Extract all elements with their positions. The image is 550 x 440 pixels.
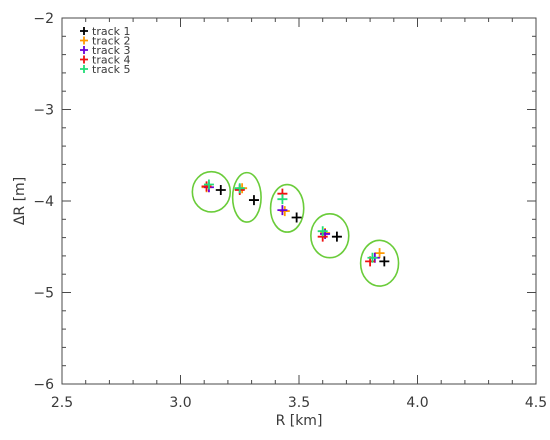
data-point-marker bbox=[215, 185, 226, 196]
data-point-marker bbox=[279, 206, 290, 217]
legend-marker bbox=[80, 55, 88, 64]
x-axis-label: R [km] bbox=[276, 413, 323, 429]
y-axis-label: ΔR [m] bbox=[12, 177, 28, 225]
data-point-marker bbox=[201, 181, 212, 192]
data-point-marker bbox=[317, 226, 328, 237]
data-point-marker bbox=[234, 183, 245, 194]
uncertainty-ellipse bbox=[269, 183, 305, 233]
legend-marker bbox=[80, 65, 88, 73]
uncertainty-ellipse bbox=[191, 170, 232, 213]
uncertainty-ellipse bbox=[231, 171, 262, 223]
legend-label: track 2 bbox=[92, 35, 131, 48]
legend-marker bbox=[80, 46, 88, 54]
y-tick-label: −3 bbox=[33, 103, 54, 119]
x-tick-label: 4.0 bbox=[406, 395, 428, 411]
data-point-marker bbox=[203, 179, 214, 190]
data-point-marker bbox=[374, 248, 385, 259]
data-points bbox=[201, 179, 390, 267]
plot-frame bbox=[61, 17, 537, 385]
y-tick-label: −2 bbox=[33, 11, 54, 27]
y-tick-label: −4 bbox=[33, 194, 54, 210]
data-point-marker bbox=[248, 195, 259, 206]
uncertainty-ellipse bbox=[359, 239, 400, 287]
legend-marker bbox=[80, 36, 88, 45]
x-tick-label: 4.5 bbox=[525, 395, 547, 411]
y-tick-label: −6 bbox=[33, 377, 54, 393]
data-point-marker bbox=[277, 205, 288, 216]
legend-label: track 5 bbox=[92, 63, 131, 76]
axis-ticks: 2.5 3.0 3.5 4.0 4.5 −2 −3 −4 −5 −6 bbox=[33, 11, 547, 411]
legend-label: track 4 bbox=[92, 54, 131, 67]
uncertainty-ellipses bbox=[191, 170, 400, 287]
data-point-marker bbox=[331, 231, 342, 242]
legend-label: track 3 bbox=[92, 44, 131, 57]
x-tick-label: 2.5 bbox=[51, 395, 73, 411]
x-tick-label: 3.5 bbox=[288, 395, 310, 411]
data-point-marker bbox=[379, 256, 390, 267]
x-tick-label: 3.0 bbox=[169, 395, 191, 411]
data-point-marker bbox=[291, 212, 302, 223]
data-point-marker bbox=[277, 194, 288, 205]
legend-marker bbox=[80, 27, 88, 35]
data-point-marker bbox=[367, 252, 378, 263]
uncertainty-ellipse bbox=[310, 213, 350, 259]
legend-label: track 1 bbox=[92, 25, 131, 38]
y-tick-label: −5 bbox=[33, 286, 54, 302]
